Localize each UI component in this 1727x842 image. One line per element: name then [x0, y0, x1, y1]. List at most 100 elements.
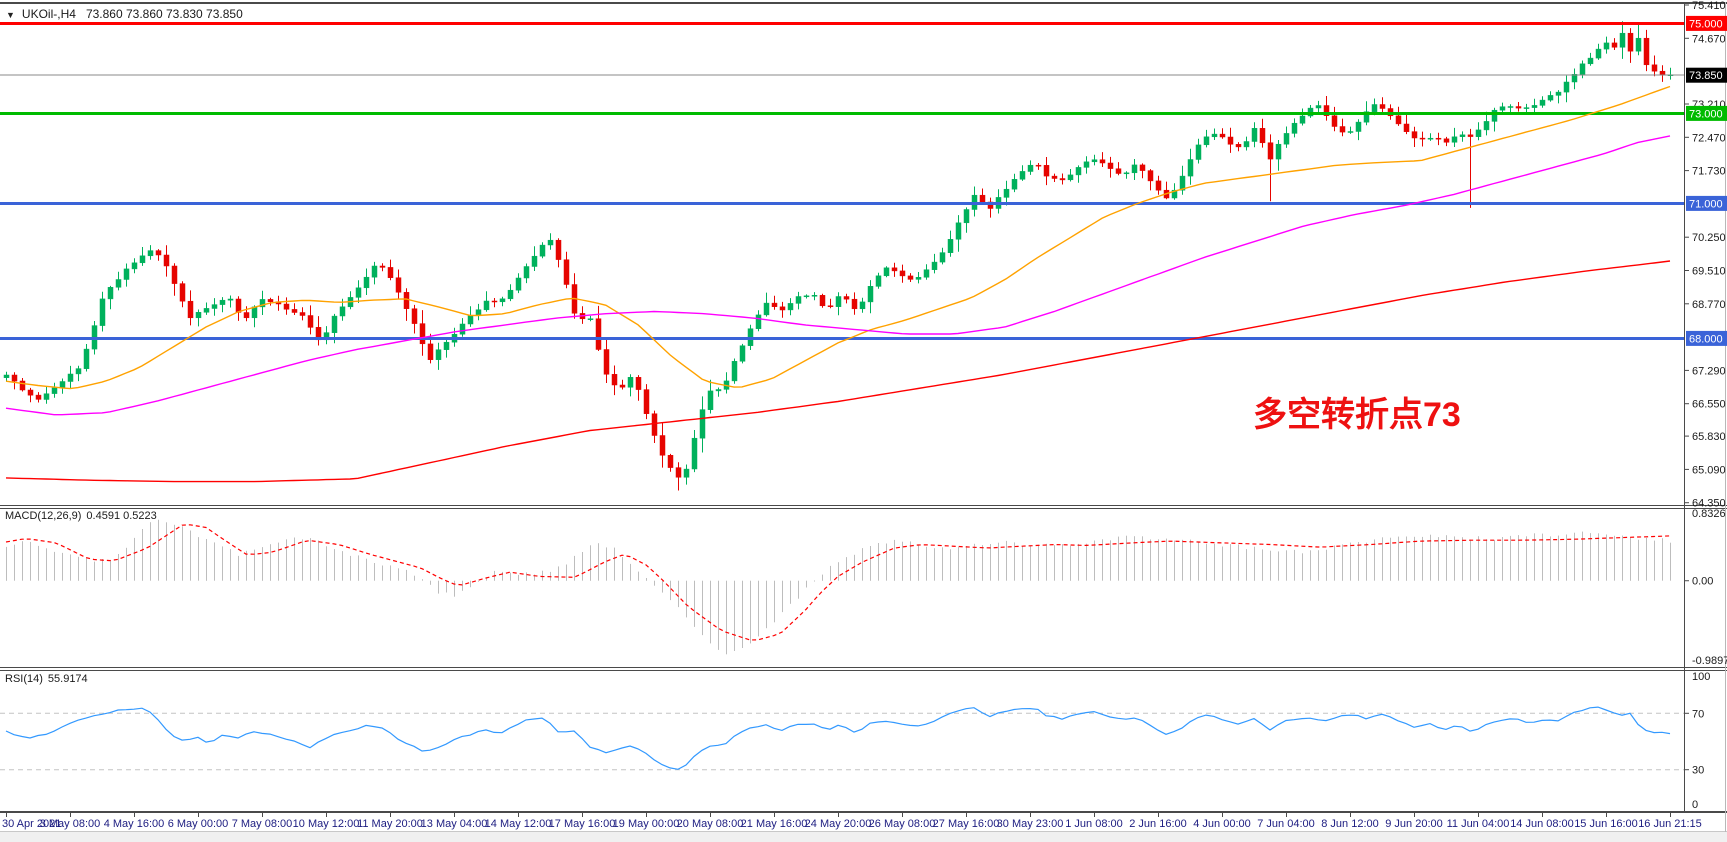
rsi-values: 55.9174 — [47, 673, 88, 685]
level-badge-68.000-text: 68.000 — [1689, 333, 1723, 345]
candle — [699, 396, 706, 453]
candle — [1563, 75, 1570, 103]
candle — [347, 291, 354, 310]
candle — [1643, 29, 1650, 72]
rsi-scale-0: 0 — [1692, 799, 1698, 811]
candle — [171, 263, 178, 296]
candle — [195, 309, 202, 327]
candle — [1451, 127, 1458, 147]
candle — [163, 245, 170, 277]
time-tick-label: 17 May 16:00 — [549, 818, 616, 830]
candle — [1019, 165, 1026, 181]
candle — [139, 247, 146, 266]
time-tick-label: 7 Jun 04:00 — [1257, 818, 1315, 830]
price-tick-label: 74.670 — [1692, 33, 1726, 45]
candle — [955, 215, 962, 252]
candle — [675, 462, 682, 491]
candle — [1107, 156, 1114, 178]
price-tick-label: 65.830 — [1692, 431, 1726, 443]
candle — [1115, 162, 1122, 176]
candle — [1523, 103, 1530, 113]
candle — [611, 365, 618, 396]
symbol-label: UKOil-,H4 — [21, 7, 76, 21]
candle — [1651, 55, 1658, 77]
current-price-badge — [1686, 67, 1727, 83]
candle — [811, 292, 818, 301]
candle — [51, 382, 58, 398]
candle — [731, 358, 738, 384]
candle — [203, 302, 210, 315]
candle — [11, 372, 18, 390]
candle — [1195, 138, 1202, 164]
time-tick-label: 8 Jun 12:00 — [1321, 818, 1379, 830]
candle — [1299, 108, 1306, 126]
candle — [539, 242, 546, 259]
candle — [1179, 165, 1186, 195]
candle — [1515, 102, 1522, 112]
candle — [523, 263, 530, 284]
candle — [395, 269, 402, 300]
candle — [947, 230, 954, 257]
candle — [531, 246, 538, 271]
macd-name: MACD(12,26,9) — [5, 510, 82, 522]
candle — [1547, 91, 1554, 102]
price-tick-label: 64.350 — [1692, 498, 1726, 510]
candle — [1427, 133, 1434, 141]
candle — [907, 273, 914, 282]
candle — [603, 337, 610, 383]
price-tick-label: 66.550 — [1692, 399, 1726, 411]
time-tick-label: 1 Jun 08:00 — [1065, 818, 1123, 830]
candle — [1227, 127, 1234, 153]
candle — [467, 306, 474, 327]
candle — [691, 430, 698, 473]
level-badge-75.000 — [1686, 15, 1727, 31]
candle — [267, 297, 274, 306]
time-tick-label: 26 May 08:00 — [869, 818, 936, 830]
candle — [323, 326, 330, 345]
candle — [1003, 180, 1010, 206]
price-tick-label: 75.410 — [1692, 0, 1726, 12]
time-tick-label: 30 May 23:00 — [997, 818, 1064, 830]
candle — [779, 301, 786, 318]
rsi-name: RSI(14) — [5, 673, 43, 685]
candle — [1035, 163, 1042, 170]
candle — [1379, 97, 1386, 113]
candle — [1483, 111, 1490, 136]
price-axis — [1684, 4, 1689, 504]
candle — [1027, 160, 1034, 175]
candle — [1323, 96, 1330, 121]
candle — [587, 315, 594, 322]
candle — [875, 272, 882, 289]
candle — [1283, 126, 1290, 148]
candle — [211, 298, 218, 316]
symbol-dropdown-icon[interactable]: ▼ — [6, 10, 15, 20]
chart-title: ▼ UKOil-,H4 73.860 73.860 73.830 73.850 — [6, 7, 243, 21]
candle — [835, 292, 842, 316]
price-badges — [1686, 15, 1727, 346]
candle — [995, 189, 1002, 214]
candle — [1467, 128, 1474, 208]
ma-mid-magenta-line — [5, 135, 1671, 416]
candle — [1251, 122, 1258, 148]
candle — [1395, 106, 1402, 126]
rsi-scale-70: 70 — [1692, 708, 1704, 720]
candle — [1443, 136, 1450, 147]
candle — [515, 273, 522, 294]
time-tick-label: 10 May 12:00 — [293, 818, 360, 830]
candle — [619, 379, 626, 390]
time-tick-label: 30 Apr 2021 — [2, 818, 61, 830]
time-tick-label: 11 Jun 04:00 — [1447, 818, 1510, 830]
macd-indicator-label: MACD(12,26,9) 0.4591 0.5223 — [5, 510, 162, 522]
time-tick-label: 4 Jun 00:00 — [1193, 818, 1251, 830]
candle — [1611, 38, 1618, 50]
ma-fast-orange-line — [5, 85, 1671, 390]
time-tick-label: 2 Jun 16:00 — [1129, 818, 1187, 830]
candle — [403, 288, 410, 321]
candle — [867, 280, 874, 314]
candle — [1123, 171, 1130, 179]
candle — [1235, 142, 1242, 152]
time-tick-label: 15 Jun 16:00 — [1574, 818, 1638, 830]
candle — [1635, 24, 1642, 56]
